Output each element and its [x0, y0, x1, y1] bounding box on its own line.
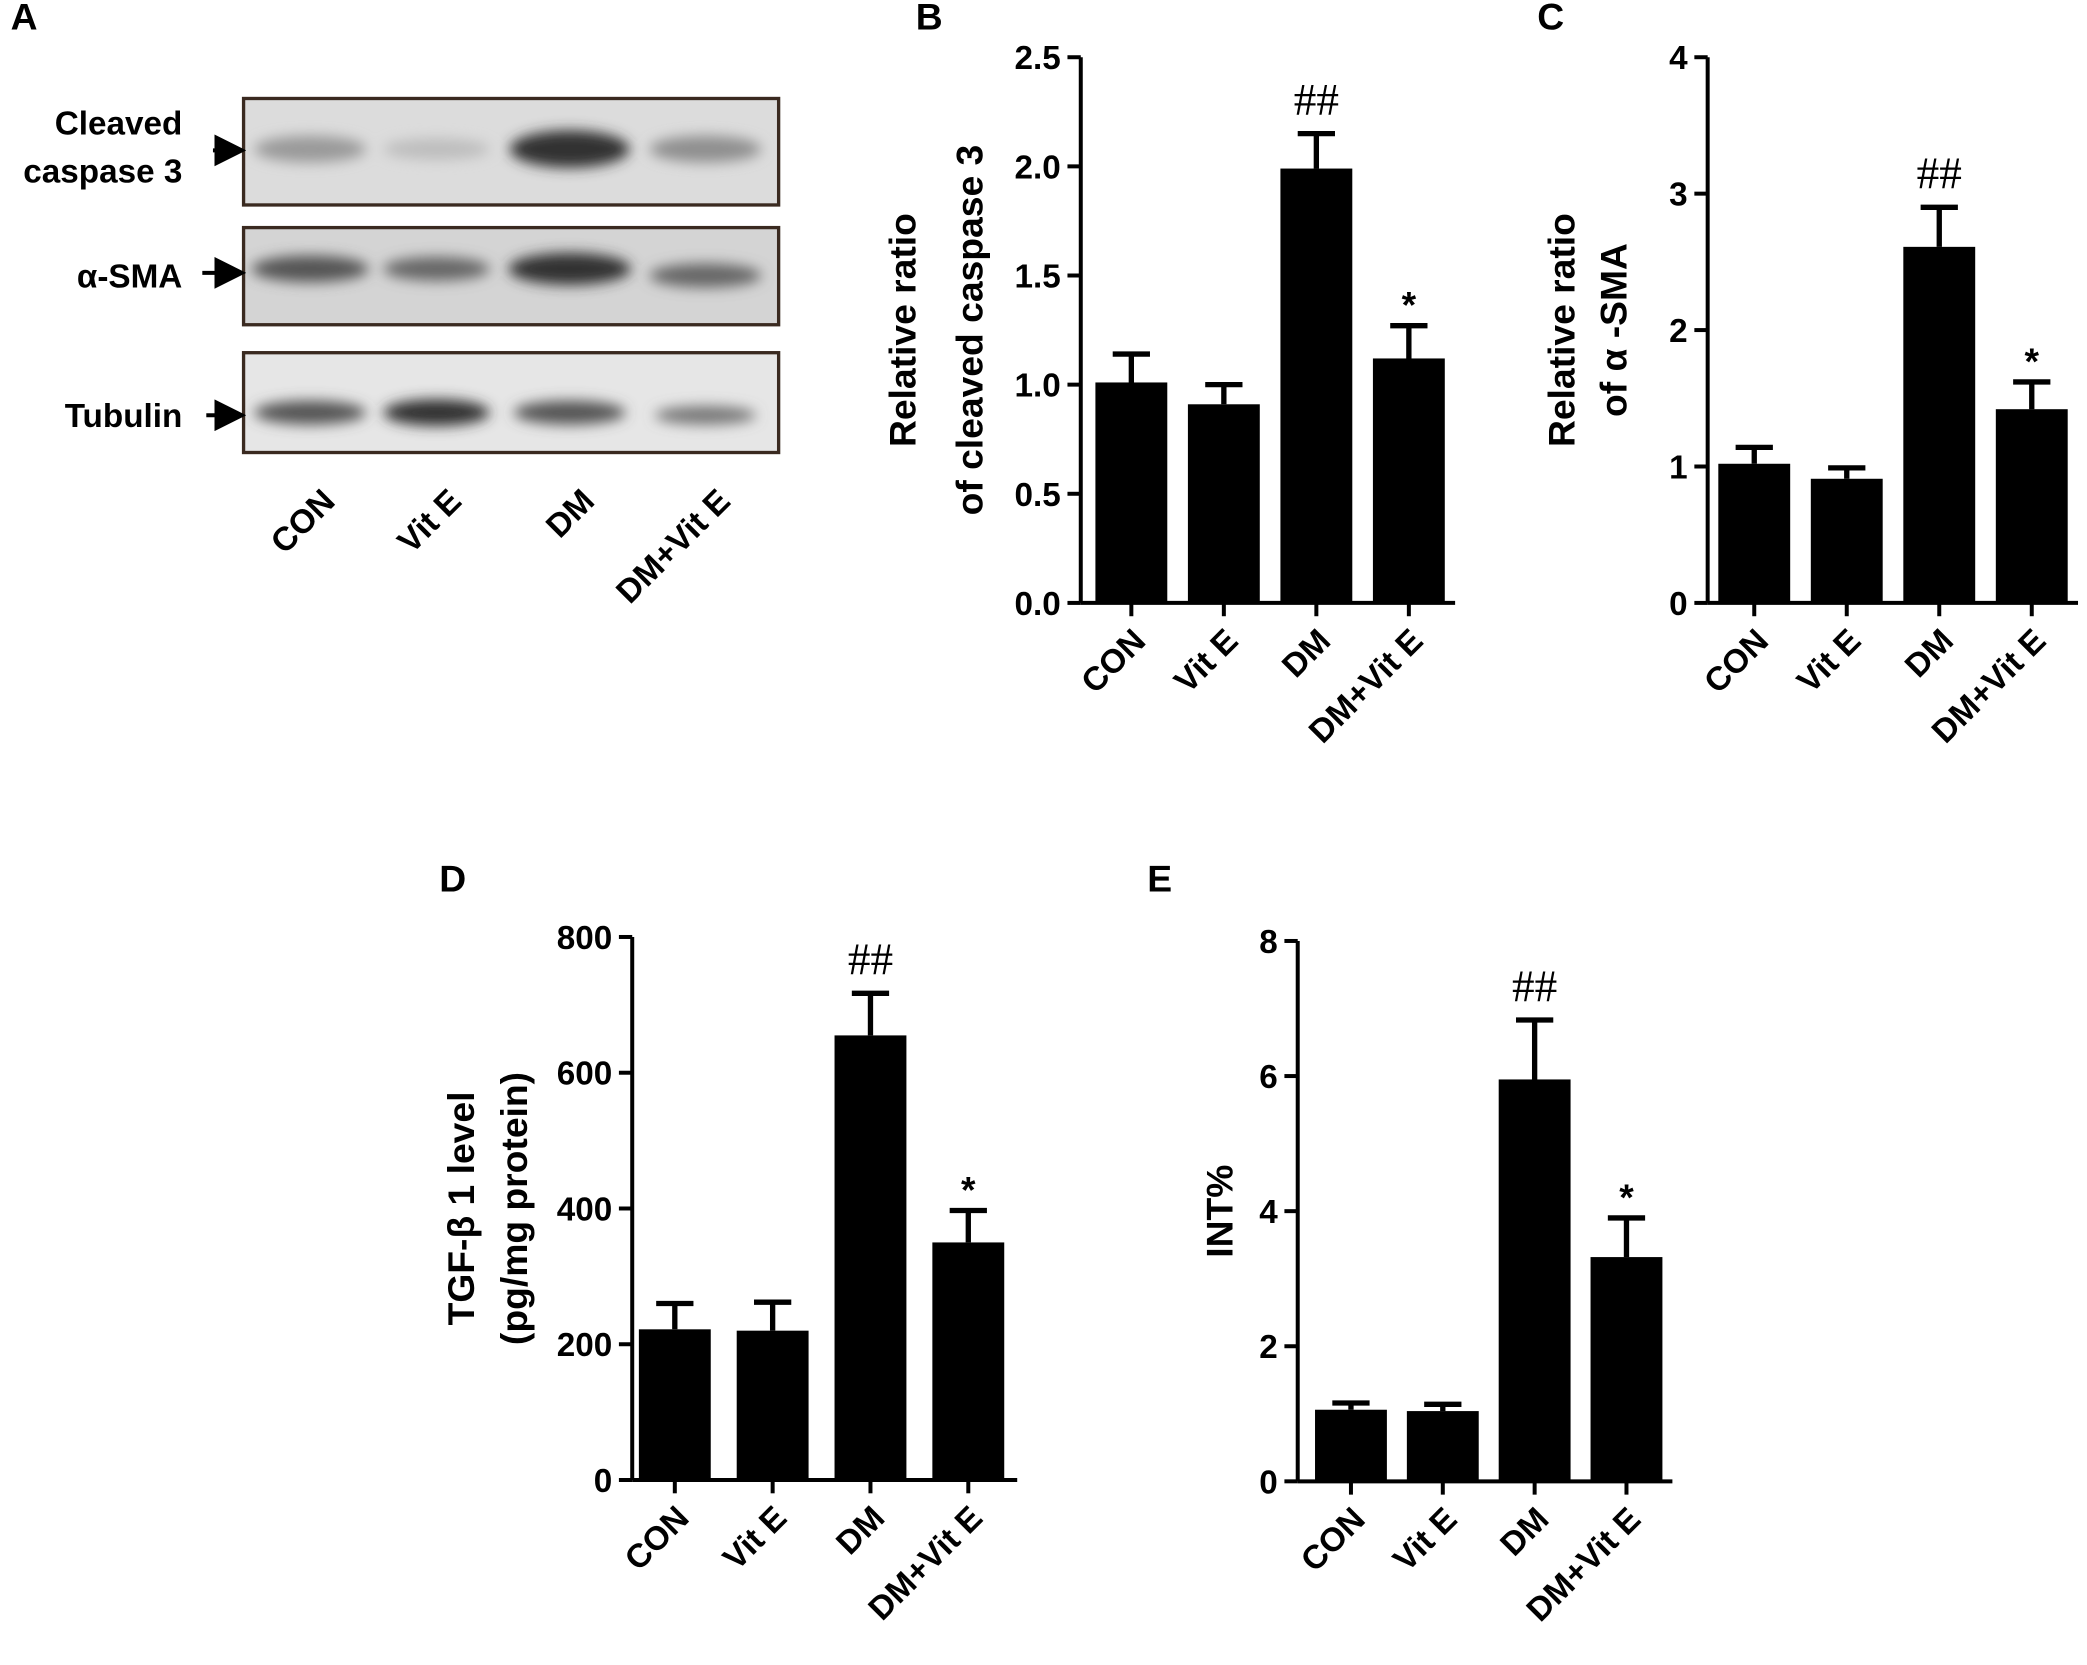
y-tick-label: 0.5 [1015, 477, 1061, 514]
bar [1718, 463, 1791, 603]
bar [638, 1329, 711, 1480]
significance-label: ## [1512, 961, 1557, 1011]
x-tick-label: Vit E [716, 1499, 794, 1577]
bar [1280, 168, 1353, 603]
y-tick-label: 200 [557, 1327, 613, 1364]
y-axis-label: of cleaved caspase 3 [948, 145, 990, 516]
y-tick-label: 400 [557, 1191, 613, 1228]
error-bar [851, 990, 890, 1036]
lane-label: DM+Vit E [609, 483, 737, 611]
error-bar [1112, 351, 1150, 383]
bar [1372, 358, 1445, 603]
bar [1590, 1257, 1663, 1482]
bar [736, 1330, 809, 1480]
y-tick-label: 4 [1259, 1194, 1278, 1231]
error-bar [1205, 381, 1243, 405]
y-tick-label: 2.5 [1015, 40, 1061, 77]
y-axis-label: Relative ratio [882, 213, 924, 447]
panel-label: C [1537, 0, 1564, 37]
error-bar [1390, 323, 1428, 359]
x-tick-label: Vit E [1386, 1501, 1464, 1579]
x-tick-label: CON [1075, 622, 1153, 700]
lane-label: DM [539, 483, 602, 546]
panel-label: D [439, 858, 466, 900]
significance-label: ## [848, 935, 893, 985]
y-tick-label: 0.0 [1015, 586, 1061, 623]
error-bar [1297, 130, 1335, 169]
y-axis-label: TGF-β 1 level [440, 1092, 482, 1326]
bar [1810, 478, 1883, 603]
y-tick-label: 0 [1669, 586, 1688, 623]
y-tick-label: 6 [1259, 1059, 1278, 1096]
error-bar [1424, 1401, 1462, 1412]
x-tick-label: CON [618, 1499, 696, 1577]
significance-label: * [2025, 340, 2040, 382]
x-tick-label: Vit E [1167, 622, 1245, 700]
significance-label: ## [1294, 75, 1339, 125]
band-label: Cleaved [55, 105, 183, 142]
y-axis-label: of α -SMA [1592, 243, 1634, 417]
significance-label: * [961, 1169, 976, 1211]
y-tick-label: 8 [1259, 924, 1278, 961]
bar [1903, 246, 1976, 603]
y-tick-label: 1.0 [1015, 368, 1061, 405]
error-bar [1920, 204, 1958, 247]
y-tick-label: 2 [1669, 313, 1688, 350]
bar [834, 1035, 907, 1480]
error-bar [656, 1300, 694, 1330]
y-axis-label: (pg/mg protein) [493, 1072, 535, 1345]
bar [932, 1242, 1005, 1480]
band-label: α-SMA [77, 258, 182, 295]
band-label: caspase 3 [23, 153, 182, 190]
blot-panel: A [11, 0, 781, 455]
x-tick-label: DM [1494, 1501, 1557, 1564]
x-tick-label: Vit E [1790, 622, 1868, 700]
band-label: Tubulin [65, 398, 183, 435]
lane-label: Vit E [391, 483, 469, 561]
y-tick-label: 1 [1669, 449, 1688, 486]
error-bar [2013, 379, 2051, 410]
bar [1315, 1409, 1387, 1482]
bands [254, 130, 762, 168]
error-bar [1735, 444, 1773, 464]
x-tick-label: CON [1294, 1501, 1372, 1579]
lane-label: CON [264, 483, 342, 561]
bar [1995, 409, 2068, 603]
error-bar [1828, 465, 1866, 479]
error-bar [1516, 1017, 1554, 1080]
y-axis-label: Relative ratio [1541, 213, 1583, 447]
y-tick-label: 2 [1259, 1329, 1278, 1366]
panel-label: E [1147, 858, 1172, 900]
error-bar [1332, 1400, 1370, 1410]
panel-label: A [11, 0, 38, 37]
y-tick-label: 0 [594, 1463, 613, 1500]
error-bar [754, 1299, 792, 1331]
y-tick-label: 600 [557, 1056, 613, 1093]
error-bar [949, 1207, 987, 1243]
y-tick-label: 4 [1669, 40, 1688, 77]
significance-label: * [1619, 1176, 1634, 1218]
y-axis-label: INT% [1199, 1165, 1241, 1258]
significance-label: ## [1917, 149, 1962, 199]
significance-label: * [1402, 284, 1417, 326]
y-tick-label: 0 [1259, 1464, 1278, 1501]
bands [254, 399, 757, 426]
y-tick-label: 3 [1669, 177, 1688, 214]
bar [1187, 404, 1260, 603]
bar [1406, 1411, 1479, 1482]
x-tick-label: DM [1898, 622, 1961, 685]
panel-label: B [916, 0, 943, 37]
x-tick-label: CON [1697, 622, 1775, 700]
x-tick-label: DM [829, 1499, 892, 1562]
y-tick-label: 800 [557, 920, 613, 957]
y-tick-label: 2.0 [1015, 149, 1061, 186]
x-tick-label: DM [1275, 622, 1338, 685]
bar [1498, 1079, 1571, 1482]
error-bar [1607, 1215, 1646, 1258]
bar [1095, 382, 1168, 603]
bands [251, 252, 762, 288]
y-tick-label: 1.5 [1015, 258, 1061, 295]
